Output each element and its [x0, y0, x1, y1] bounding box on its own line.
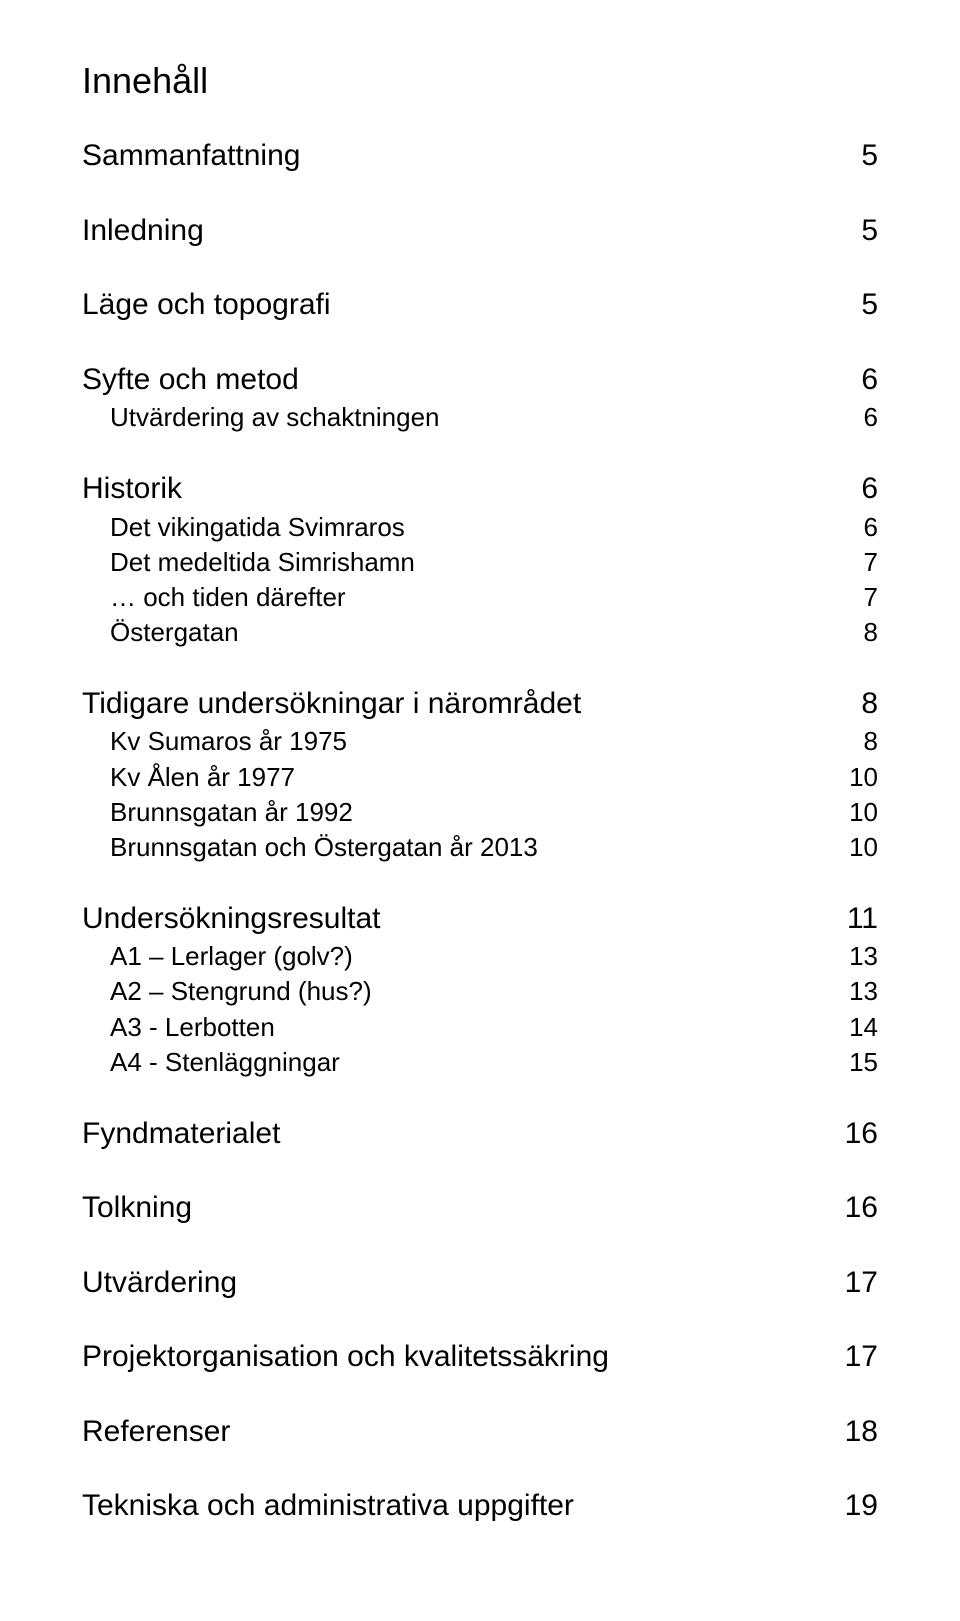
toc-entry: Utvärdering av schaktningen 6	[82, 400, 878, 435]
toc-entry-label: A3 - Lerbotten	[110, 1010, 275, 1045]
toc-entry-label: Tolkning	[82, 1188, 192, 1229]
toc-section: Referenser 18	[82, 1412, 878, 1453]
toc-entry-label: Tekniska och administrativa uppgifter	[82, 1486, 574, 1527]
toc-entry: A3 - Lerbotten 14	[82, 1010, 878, 1045]
toc-entry-label: Östergatan	[110, 615, 239, 650]
toc-entry-page: 16	[833, 1188, 878, 1229]
toc-entry-label: Utvärdering av schaktningen	[110, 400, 440, 435]
toc-section: Tidigare undersökningar i närområdet8Kv …	[82, 684, 878, 865]
toc-entry: A1 – Lerlager (golv?) 13	[82, 939, 878, 974]
toc-entry-label: Syfte och metod	[82, 360, 299, 401]
toc-entry-label: Det vikingatida Svimraros	[110, 510, 405, 545]
toc-entry-page: 6	[852, 510, 878, 545]
toc-entry-page: 10	[837, 760, 878, 795]
toc-entry-page: 5	[849, 136, 878, 177]
toc-entry-page: 10	[837, 830, 878, 865]
toc-entry: Läge och topografi 5	[82, 285, 878, 326]
toc-section: Syfte och metod6Utvärdering av schaktnin…	[82, 360, 878, 436]
toc-entry: Tidigare undersökningar i närområdet 8	[82, 684, 878, 725]
toc-entry: Tolkning 16	[82, 1188, 878, 1229]
toc-entry: Projektorganisation och kvalitetssäkring…	[82, 1337, 878, 1378]
toc-entry: Referenser 18	[82, 1412, 878, 1453]
toc-section: Tolkning 16	[82, 1188, 878, 1229]
toc-entry-label: Fyndmaterialet	[82, 1114, 280, 1155]
toc-entry-label: … och tiden därefter	[110, 580, 346, 615]
toc-entry-page: 17	[833, 1337, 878, 1378]
toc-title: Innehåll	[82, 60, 878, 102]
toc-entry-label: A2 – Stengrund (hus?)	[110, 974, 372, 1009]
toc-section: Projektorganisation och kvalitetssäkring…	[82, 1337, 878, 1378]
toc-entry-label: A4 - Stenläggningar	[110, 1045, 340, 1080]
toc-entry-label: Historik	[82, 469, 182, 510]
toc-entry-label: Undersökningsresultat	[82, 899, 381, 940]
toc-entry: Brunnsgatan och Östergatan år 2013 10	[82, 830, 878, 865]
toc-entry-page: 8	[849, 684, 878, 725]
toc-entry-page: 8	[852, 615, 878, 650]
toc-entry-page: 7	[852, 545, 878, 580]
toc-entry-label: Kv Ålen år 1977	[110, 760, 295, 795]
toc-entry-page: 6	[852, 400, 878, 435]
toc-entry: Det vikingatida Svimraros 6	[82, 510, 878, 545]
toc-entry-label: Inledning	[82, 211, 204, 252]
toc-entry: Syfte och metod 6	[82, 360, 878, 401]
toc-entry-label: Utvärdering	[82, 1263, 237, 1304]
toc-entry-page: 8	[852, 724, 878, 759]
toc-entry: Sammanfattning 5	[82, 136, 878, 177]
toc-entry: Östergatan 8	[82, 615, 878, 650]
toc-section: Fyndmaterialet 16	[82, 1114, 878, 1155]
toc-entry-label: Brunnsgatan år 1992	[110, 795, 353, 830]
toc-entry-label: Läge och topografi	[82, 285, 331, 326]
table-of-contents: Sammanfattning5Inledning5Läge och topogr…	[82, 136, 878, 1527]
toc-entry-label: Tidigare undersökningar i närområdet	[82, 684, 581, 725]
toc-entry: Fyndmaterialet 16	[82, 1114, 878, 1155]
toc-entry-label: A1 – Lerlager (golv?)	[110, 939, 353, 974]
toc-section: Inledning 5	[82, 211, 878, 252]
toc-entry-page: 6	[849, 360, 878, 401]
toc-section: Utvärdering 17	[82, 1263, 878, 1304]
toc-entry: Brunnsgatan år 1992 10	[82, 795, 878, 830]
toc-section: Tekniska och administrativa uppgifter 19	[82, 1486, 878, 1527]
toc-entry-page: 13	[837, 974, 878, 1009]
toc-entry-page: 18	[833, 1412, 878, 1453]
toc-entry-page: 19	[833, 1486, 878, 1527]
toc-entry-page: 5	[849, 211, 878, 252]
toc-entry-page: 11	[835, 899, 878, 940]
toc-entry-label: Sammanfattning	[82, 136, 300, 177]
toc-entry-label: Kv Sumaros år 1975	[110, 724, 347, 759]
toc-entry: A2 – Stengrund (hus?) 13	[82, 974, 878, 1009]
toc-entry-label: Projektorganisation och kvalitetssäkring	[82, 1337, 609, 1378]
toc-entry: Det medeltida Simrishamn 7	[82, 545, 878, 580]
toc-entry-label: Referenser	[82, 1412, 230, 1453]
toc-entry-label: Det medeltida Simrishamn	[110, 545, 415, 580]
toc-entry: Inledning 5	[82, 211, 878, 252]
toc-section: Historik6Det vikingatida Svimraros6Det m…	[82, 469, 878, 650]
toc-section: Sammanfattning 5	[82, 136, 878, 177]
toc-entry-page: 5	[849, 285, 878, 326]
toc-entry: Kv Sumaros år 1975 8	[82, 724, 878, 759]
toc-entry-page: 15	[837, 1045, 878, 1080]
toc-entry-page: 13	[837, 939, 878, 974]
toc-entry-page: 10	[837, 795, 878, 830]
toc-entry: Undersökningsresultat 11	[82, 899, 878, 940]
toc-entry-page: 14	[837, 1010, 878, 1045]
toc-entry: Utvärdering 17	[82, 1263, 878, 1304]
toc-entry-page: 6	[849, 469, 878, 510]
toc-entry-page: 17	[833, 1263, 878, 1304]
toc-entry: Tekniska och administrativa uppgifter 19	[82, 1486, 878, 1527]
toc-entry: … och tiden därefter 7	[82, 580, 878, 615]
toc-section: Läge och topografi 5	[82, 285, 878, 326]
toc-entry-page: 7	[852, 580, 878, 615]
toc-entry: Kv Ålen år 1977 10	[82, 760, 878, 795]
toc-entry: Historik 6	[82, 469, 878, 510]
toc-entry-page: 16	[833, 1114, 878, 1155]
toc-entry: A4 - Stenläggningar 15	[82, 1045, 878, 1080]
toc-section: Undersökningsresultat11A1 – Lerlager (go…	[82, 899, 878, 1080]
toc-entry-label: Brunnsgatan och Östergatan år 2013	[110, 830, 538, 865]
